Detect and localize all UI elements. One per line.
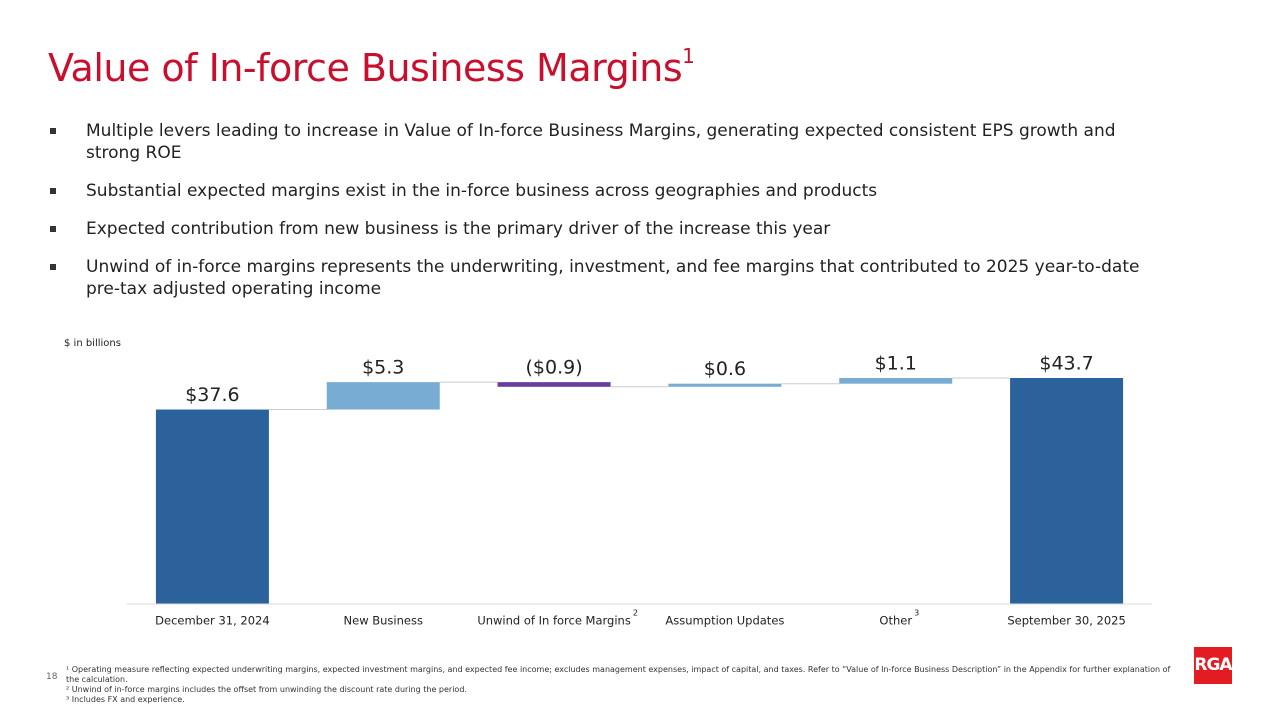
bullet: Expected contribution from new business …	[48, 218, 1168, 240]
bar	[1010, 378, 1124, 604]
x-tick-label: September 30, 2025	[1007, 614, 1125, 628]
chart: $ in billions $37.6 December 31, 2024 $5.3…	[64, 338, 1152, 628]
bar	[668, 383, 782, 387]
x-tick-label: Other	[879, 614, 912, 628]
unit-label: $ in billions	[64, 338, 121, 349]
value-label: $5.3	[362, 357, 404, 379]
page-number: 18	[46, 672, 58, 682]
footnote: ³ Includes FX and experience.	[66, 695, 185, 704]
category-note: 3	[914, 609, 919, 618]
value-label: $0.6	[704, 358, 746, 380]
bullet: Unwind of in-force margins represents th…	[48, 256, 1168, 300]
category-note: 2	[633, 609, 638, 618]
value-label: $43.7	[1039, 353, 1093, 375]
logo: RGA	[1194, 647, 1233, 684]
title-note: 1	[682, 44, 695, 69]
value-label: $37.6	[185, 384, 239, 406]
bullet-list: Multiple levers leading to increase in V…	[48, 120, 1168, 316]
footnote: ² Unwind of in-force margins includes th…	[66, 685, 467, 694]
title-text: Value of In-force Business Margins	[48, 46, 683, 90]
x-tick-label: Unwind of In force Margins	[477, 614, 631, 628]
bar	[326, 382, 440, 410]
value-label: ($0.9)	[526, 357, 583, 379]
footnote: ¹ Operating measure reflecting expected …	[66, 665, 1171, 684]
bar	[497, 382, 611, 387]
bullet: Substantial expected margins exist in th…	[48, 180, 1168, 202]
x-tick-label: December 31, 2024	[155, 614, 270, 628]
bullet: Multiple levers leading to increase in V…	[48, 120, 1168, 164]
bar	[839, 378, 953, 384]
x-tick-label: New Business	[344, 614, 423, 628]
value-label: $1.1	[875, 353, 917, 375]
bar	[155, 409, 269, 604]
slide-title: Value of In-force Business Margins1	[48, 44, 695, 90]
x-tick-label: Assumption Updates	[665, 614, 784, 628]
footnotes: ¹ Operating measure reflecting expected …	[66, 665, 1176, 705]
